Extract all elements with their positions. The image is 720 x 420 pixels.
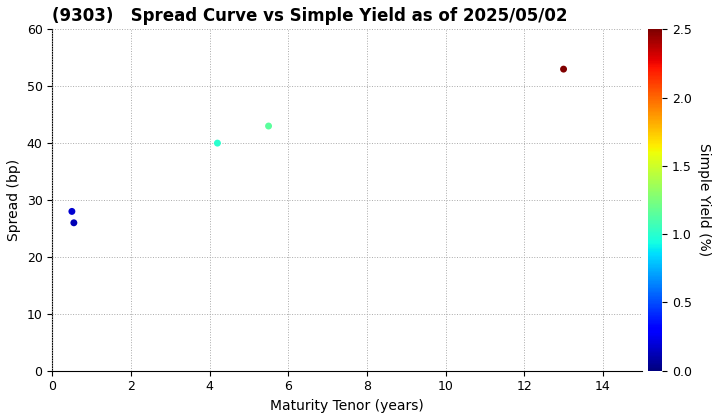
Point bbox=[263, 123, 274, 129]
Y-axis label: Spread (bp): Spread (bp) bbox=[7, 159, 21, 241]
Y-axis label: Simple Yield (%): Simple Yield (%) bbox=[697, 144, 711, 257]
Point bbox=[68, 219, 80, 226]
Point bbox=[212, 140, 223, 147]
Point bbox=[558, 66, 570, 73]
Text: (9303)   Spread Curve vs Simple Yield as of 2025/05/02: (9303) Spread Curve vs Simple Yield as o… bbox=[53, 7, 568, 25]
Point bbox=[66, 208, 78, 215]
X-axis label: Maturity Tenor (years): Maturity Tenor (years) bbox=[270, 399, 424, 413]
